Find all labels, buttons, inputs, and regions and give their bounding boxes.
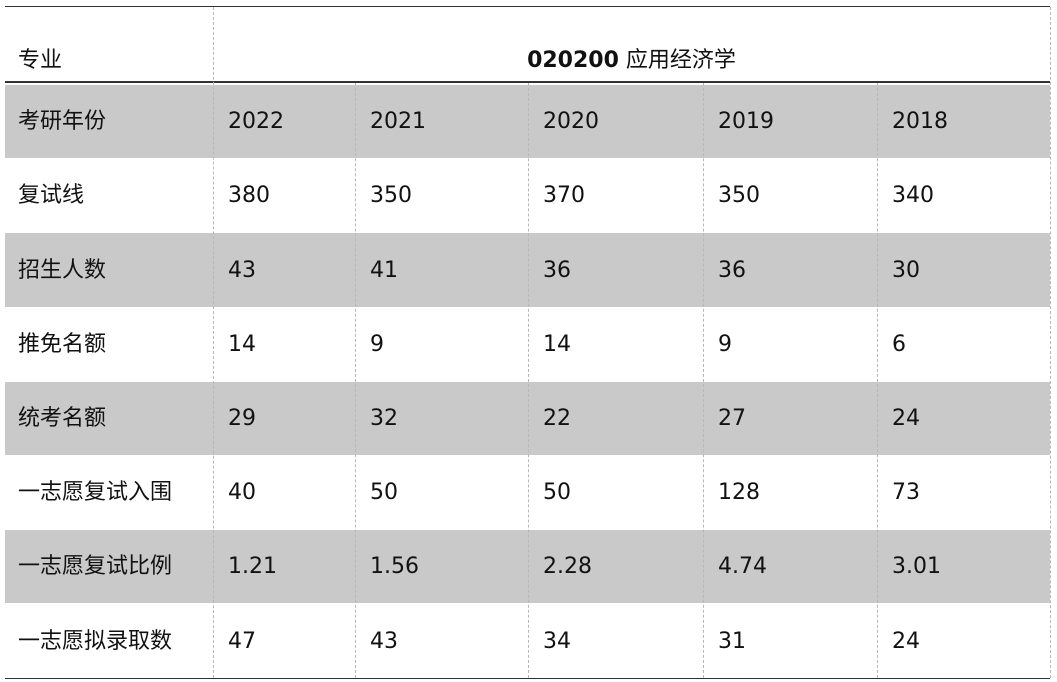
table-cell: 43	[370, 628, 398, 654]
table-cell: 2018	[892, 109, 948, 135]
table-cell: 50	[370, 480, 398, 506]
table-row	[5, 530, 1050, 604]
table-cell: 50	[543, 480, 571, 506]
row-label: 招生人数	[18, 257, 107, 283]
table-cell: 27	[718, 405, 746, 431]
table-row	[5, 233, 1050, 307]
row-label: 考研年份	[18, 109, 107, 135]
major-code: 020200	[527, 48, 619, 73]
row-label: 推免名额	[18, 331, 107, 357]
table-cell: 1.21	[228, 554, 277, 580]
row-label: 一志愿复试入围	[18, 480, 173, 506]
table-cell: 3.01	[892, 554, 941, 580]
row-label: 一志愿拟录取数	[18, 628, 173, 654]
row-label: 复试线	[18, 183, 85, 209]
table-cell: 29	[228, 405, 256, 431]
table-cell: 2022	[228, 109, 284, 135]
table-cell: 36	[718, 257, 746, 283]
table-cell: 40	[228, 480, 256, 506]
column-divider	[355, 83, 356, 678]
table-cell: 32	[370, 405, 398, 431]
table-cell: 14	[228, 331, 256, 357]
header-major: 020200 应用经济学	[213, 50, 1050, 72]
column-divider	[528, 83, 529, 678]
table-cell: 370	[543, 183, 585, 209]
table-cell: 128	[718, 480, 760, 506]
table-cell: 24	[892, 405, 920, 431]
table-cell: 2020	[543, 109, 599, 135]
table-cell: 22	[543, 405, 571, 431]
column-divider	[877, 83, 878, 678]
table-cell: 14	[543, 331, 571, 357]
table-cell: 47	[228, 628, 256, 654]
major-name: 应用经济学	[625, 48, 736, 73]
table-cell: 1.56	[370, 554, 419, 580]
table-cell: 380	[228, 183, 270, 209]
table-cell: 6	[892, 331, 906, 357]
table-cell: 340	[892, 183, 934, 209]
table-cell: 9	[370, 331, 384, 357]
table-cell: 24	[892, 628, 920, 654]
row-label: 一志愿复试比例	[18, 554, 173, 580]
table-cell: 41	[370, 257, 398, 283]
row-label: 统考名额	[18, 405, 107, 431]
column-divider	[703, 83, 704, 678]
table-cell: 2021	[370, 109, 426, 135]
table-cell: 34	[543, 628, 571, 654]
table-row	[5, 381, 1050, 455]
bottom-border	[5, 678, 1050, 679]
table-cell: 350	[718, 183, 760, 209]
column-divider	[213, 7, 214, 678]
table-cell: 2019	[718, 109, 774, 135]
table-cell: 43	[228, 257, 256, 283]
header-border	[5, 81, 1050, 83]
table-cell: 4.74	[718, 554, 767, 580]
table-cell: 31	[718, 628, 746, 654]
top-border	[5, 6, 1050, 7]
table-cell: 9	[718, 331, 732, 357]
header-label: 专业	[18, 48, 63, 73]
table-cell: 2.28	[543, 554, 592, 580]
table-cell: 36	[543, 257, 571, 283]
table-cell: 30	[892, 257, 920, 283]
table-cell: 73	[892, 480, 920, 506]
table-cell: 350	[370, 183, 412, 209]
column-divider	[1050, 7, 1051, 678]
table-row	[5, 85, 1050, 159]
